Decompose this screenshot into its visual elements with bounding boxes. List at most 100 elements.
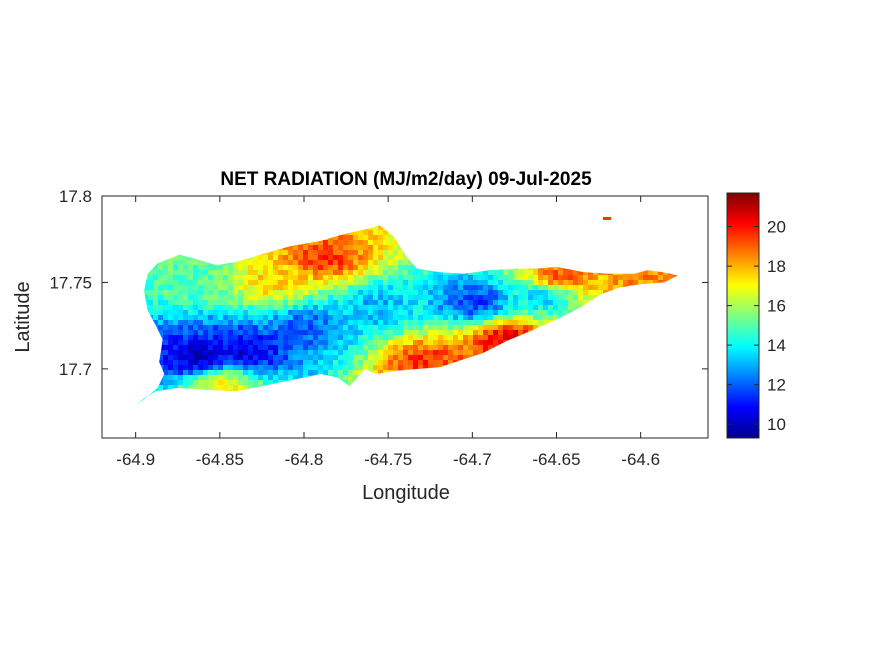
raster-cell [353,325,359,331]
raster-cell [588,270,594,276]
raster-cell [403,350,409,356]
raster-cell [508,295,514,301]
raster-cell [288,385,294,391]
raster-cell [258,350,264,356]
raster-cell [408,365,414,371]
raster-cell [418,295,424,301]
raster-cell [348,290,354,296]
raster-cell [653,265,659,271]
raster-cell [338,205,344,211]
raster-cell [263,315,269,321]
raster-cell [228,245,234,251]
raster-cell [688,345,694,351]
raster-cell [618,315,624,321]
raster-cell [503,200,509,206]
raster-cell [608,255,614,261]
raster-cell [488,270,494,276]
raster-cell [378,285,384,291]
raster-cell [343,235,349,241]
raster-cell [683,230,689,236]
raster-cell [683,375,689,381]
raster-cell [243,290,249,296]
raster-cell [563,230,569,236]
raster-cell [303,395,309,401]
raster-cell [693,270,699,276]
raster-cell [383,335,389,341]
raster-cell [368,225,374,231]
raster-cell [258,225,264,231]
raster-cell [308,265,314,271]
raster-cell [413,400,419,406]
raster-cell [633,265,639,271]
raster-cell [508,380,514,386]
raster-cell [178,400,184,406]
raster-cell [218,315,224,321]
raster-cell [378,225,384,231]
raster-cell [253,330,259,336]
raster-cell [648,345,654,351]
raster-cell [293,275,299,281]
raster-cell [668,360,674,366]
raster-cell [298,380,304,386]
raster-cell [508,225,514,226]
raster-cell [358,315,364,321]
raster-cell [353,350,359,356]
raster-cell [618,285,624,291]
raster-cell [683,235,689,241]
raster-cell [413,350,419,356]
raster-cell [258,375,264,381]
raster-cell [533,265,539,271]
raster-cell [548,215,554,221]
raster-cell [418,375,424,381]
raster-cell [673,270,678,276]
raster-cell [513,380,519,386]
raster-cell [433,390,439,396]
raster-cell [218,230,224,236]
raster-cell [358,270,364,276]
raster-cell [643,290,649,296]
raster-cell [658,375,664,381]
raster-cell [508,280,514,286]
raster-cell [473,210,479,216]
raster-cell [558,205,564,211]
raster-cell [383,390,389,396]
raster-cell [448,325,454,331]
raster-cell [243,335,249,341]
raster-cell [143,390,149,396]
raster-cell [693,265,699,271]
raster-cell [293,385,299,391]
raster-cell [533,205,539,211]
raster-cell [538,245,544,251]
raster-cell [443,305,449,311]
raster-cell [218,305,224,311]
raster-cell [298,255,304,261]
raster-cell [373,340,379,346]
raster-cell [688,280,694,286]
raster-cell [128,220,134,226]
raster-cell [498,305,504,311]
raster-cell [623,260,629,266]
raster-cell [468,250,474,256]
raster-cell [293,365,299,371]
raster-cell [373,255,379,261]
raster-cell [603,310,609,316]
raster-cell [378,345,384,351]
raster-cell [488,400,494,406]
raster-cell [208,380,214,386]
raster-cell [443,280,449,286]
raster-cell [353,360,359,366]
raster-cell [248,400,254,406]
raster-cell [423,325,429,331]
raster-cell [688,385,694,391]
raster-cell [148,330,154,336]
raster-cell [253,345,259,351]
raster-cell [323,285,329,291]
raster-cell [588,225,594,226]
raster-cell [383,285,389,291]
raster-cell [328,200,334,206]
raster-cell [288,260,294,266]
raster-cell [488,265,494,271]
raster-cell [578,260,584,266]
raster-cell [233,235,239,241]
raster-cell [473,320,479,326]
